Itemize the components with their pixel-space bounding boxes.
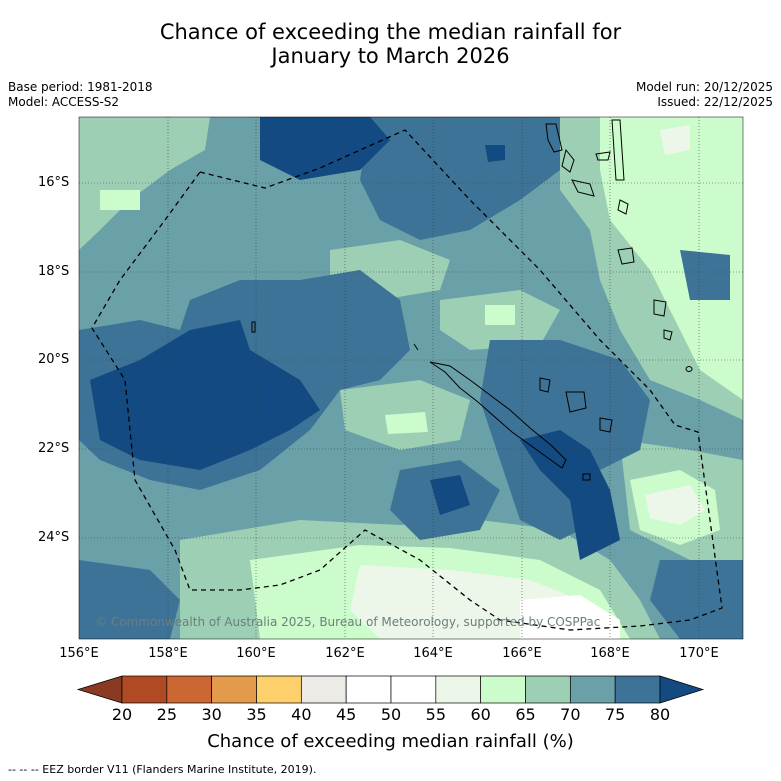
- lifou-island: [565, 391, 587, 413]
- title-line-1: Chance of exceeding the median rainfall …: [159, 20, 622, 44]
- colorbar-swatch-65-70: [525, 675, 571, 704]
- colorbar-extend-low: [76, 675, 123, 704]
- colorbar-tick-25: 25: [156, 705, 178, 724]
- eez-legend-footer: -- -- -- EEZ border V11 (Flanders Marine…: [8, 763, 317, 776]
- vanuatu-island-5: [611, 119, 625, 181]
- band-75-80-n: [360, 117, 560, 240]
- new-caledonia-island: [429, 361, 567, 469]
- band-50-55-s: [520, 595, 620, 639]
- eez-border: [91, 129, 723, 631]
- chesterfield-island: [251, 321, 256, 333]
- band-55-60-e: [645, 485, 705, 525]
- colorbar-extend-high: [659, 675, 705, 704]
- band-75-80-sw: [79, 560, 180, 639]
- colorbar-tick-60: 60: [470, 705, 491, 724]
- vanuatu-island-3: [595, 151, 611, 161]
- colorbar-title: Chance of exceeding median rainfall (%): [207, 731, 574, 752]
- lat-label-16s: 16°S: [38, 175, 70, 190]
- vanuatu-island-8: [653, 299, 667, 317]
- lat-label-20s: 20°S: [38, 352, 70, 367]
- colorbar-tick-80: 80: [649, 705, 671, 724]
- colorbar-tick-30: 30: [201, 705, 222, 724]
- colorbar-swatch-55-60: [435, 675, 482, 704]
- colorbar-tick-45: 45: [335, 705, 357, 724]
- base-period: Base period: 1981-2018: [8, 80, 153, 94]
- colorbar-tick-55: 55: [425, 705, 447, 724]
- band-75-80-se: [650, 560, 743, 639]
- colorbar: [76, 675, 705, 704]
- colorbar-tick-70: 70: [560, 705, 581, 724]
- map-frame: [78, 116, 744, 640]
- lon-label-162e: 162°E: [325, 646, 365, 661]
- colorbar-swatch-35-40: [256, 675, 302, 704]
- band-80-w: [90, 320, 320, 470]
- vanuatu-island-7: [617, 247, 635, 265]
- colorbar-swatch-50-55: [390, 675, 437, 704]
- lon-label-166e: 166°E: [502, 646, 542, 661]
- reef-island: [413, 343, 419, 351]
- band-55-60-ne: [660, 125, 690, 155]
- colorbar-swatch-45-50: [345, 675, 392, 704]
- lat-label-22s: 22°S: [38, 441, 70, 456]
- lon-label-158e: 158°E: [148, 646, 188, 661]
- map-title: Chance of exceeding the median rainfall …: [0, 20, 781, 68]
- colorbar-swatch-25-30: [166, 675, 213, 704]
- band-80-n: [260, 117, 390, 180]
- band-60-65-patch: [100, 190, 140, 210]
- colorbar-swatch-30-35: [211, 675, 257, 704]
- colorbar-swatch-40-45: [300, 675, 347, 704]
- colorbar-tick-20: 20: [111, 705, 133, 724]
- colorbar-swatch-60-65: [480, 675, 526, 704]
- colorbar-swatch-75-80: [614, 675, 661, 704]
- meta-left: Base period: 1981-2018 Model: ACCESS-S2: [8, 80, 153, 110]
- vanuatu-island-4: [571, 179, 595, 197]
- title-line-2: January to March 2026: [271, 44, 510, 68]
- lon-label-170e: 170°E: [679, 646, 719, 661]
- colorbar-tick-40: 40: [291, 705, 312, 724]
- issued-date: Issued: 22/12/2025: [657, 95, 773, 109]
- colorbar-tick-65: 65: [515, 705, 536, 724]
- vanuatu-island-9: [663, 329, 673, 341]
- band-60-65-ne: [600, 117, 743, 400]
- band-80-patch: [485, 145, 505, 162]
- band-60-65-patch2: [485, 305, 515, 325]
- band-80-c: [520, 430, 620, 560]
- lon-label-156e: 156°E: [59, 646, 99, 661]
- lat-label-24s: 24°S: [38, 530, 70, 545]
- colorbar-swatch-20-25: [121, 675, 168, 704]
- lat-label-18s: 18°S: [38, 264, 70, 279]
- lon-label-160e: 160°E: [236, 646, 276, 661]
- lon-label-168e: 168°E: [590, 646, 630, 661]
- matthew-island: [685, 366, 693, 372]
- vanuatu-island-2: [561, 148, 575, 173]
- copyright-text: © Commonwealth of Australia 2025, Bureau…: [95, 615, 601, 629]
- model-run: Model run: 20/12/2025: [635, 80, 773, 94]
- band-80-c2: [430, 475, 470, 515]
- probability-field: [79, 117, 743, 639]
- colorbar-swatch-70-75: [569, 675, 616, 704]
- colorbar-tick-50: 50: [380, 705, 402, 724]
- band-60-65-patch3: [385, 412, 428, 434]
- vanuatu-island-1: [545, 123, 563, 153]
- mare-island: [599, 417, 613, 433]
- colorbar-tick-35: 35: [246, 705, 267, 724]
- ile-des-pins: [582, 473, 591, 481]
- vanuatu-island-6: [617, 199, 629, 215]
- band-75-80-ne: [680, 250, 730, 300]
- model-name: Model: ACCESS-S2: [8, 95, 120, 109]
- meta-right: Model run: 20/12/2025 Issued: 22/12/2025: [636, 80, 773, 110]
- lon-label-164e: 164°E: [413, 646, 453, 661]
- ouvea-island: [539, 377, 551, 393]
- graticule: [79, 117, 743, 639]
- band-65-70-nw: [79, 117, 210, 250]
- colorbar-tick-75: 75: [604, 705, 626, 724]
